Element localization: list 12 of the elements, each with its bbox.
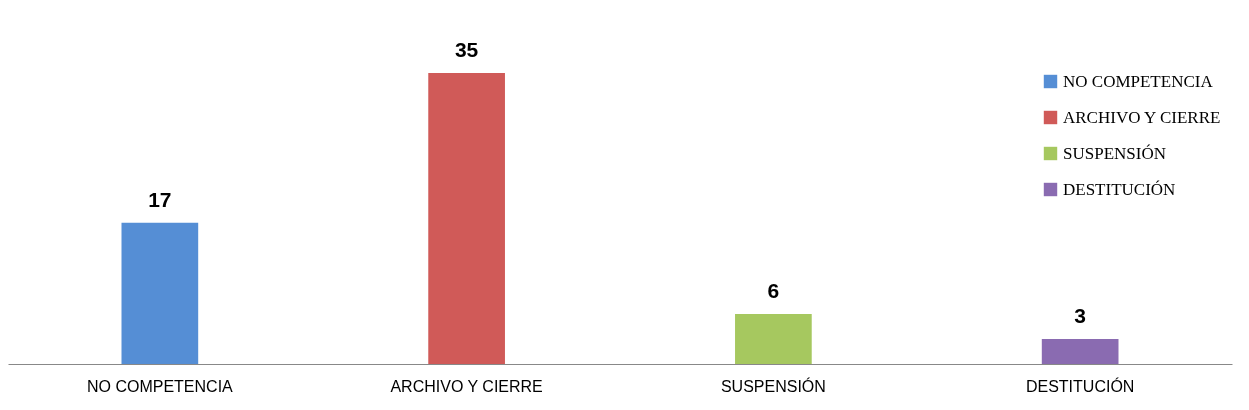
legend-label: ARCHIVO Y CIERRE bbox=[1063, 107, 1221, 127]
x-tick-label: ARCHIVO Y CIERRE bbox=[390, 377, 543, 395]
data-label: 3 bbox=[1074, 304, 1086, 328]
x-tick-label: SUSPENSIÓN bbox=[720, 376, 826, 395]
legend-label: DESTITUCIÓN bbox=[1063, 179, 1176, 199]
data-label: 6 bbox=[767, 279, 780, 303]
x-tick-label: DESTITUCIÓN bbox=[1025, 376, 1135, 395]
legend-label: SUSPENSIÓN bbox=[1063, 143, 1166, 163]
x-tick-label: NO COMPETENCIA bbox=[86, 377, 234, 395]
data-label: 35 bbox=[454, 38, 479, 61]
data-label: 17 bbox=[148, 187, 172, 211]
legend-label: NO COMPETENCIA bbox=[1063, 71, 1214, 91]
